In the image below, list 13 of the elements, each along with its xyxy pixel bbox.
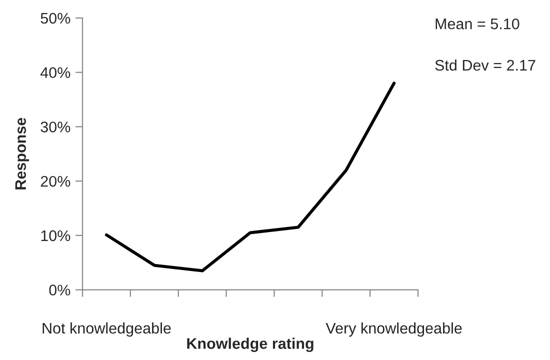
y-axis-title: Response (15, 118, 30, 190)
text: Std Dev = 2.17 (435, 59, 536, 71)
x-axis-title: Knowledge rating (187, 338, 314, 352)
y-tick-label: 40% (40, 67, 70, 78)
y-tick-label: 20% (40, 176, 70, 187)
y-tick-label: 10% (41, 230, 70, 242)
y-tick-label: 50% (40, 12, 70, 24)
y-tick-label: 0% (49, 284, 70, 296)
y-tick-label: 30% (40, 122, 70, 132)
x-tick-label: Not knowledgeable (42, 322, 171, 337)
line-series (104, 82, 396, 272)
x-tick-label: Very knowledgeable (326, 322, 462, 337)
text: Mean = 5.10 (436, 18, 520, 30)
